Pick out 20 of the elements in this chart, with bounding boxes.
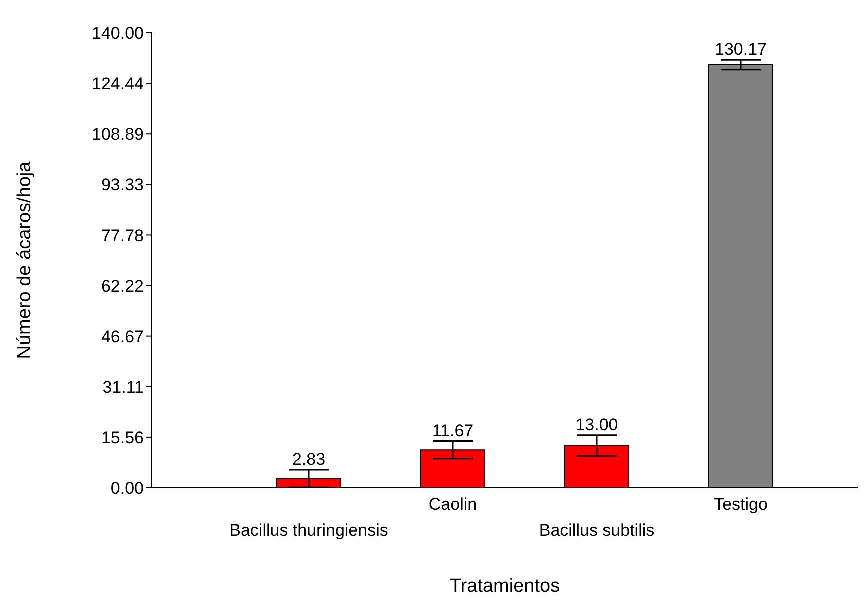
data-label: 13.00 <box>576 415 618 434</box>
y-tick-label: 0.00 <box>110 479 144 498</box>
x-tick-label: Testigo <box>714 495 768 514</box>
y-tick-label: 108.89 <box>92 125 144 144</box>
data-label: 11.67 <box>432 421 474 440</box>
data-label: 2.83 <box>292 450 326 470</box>
y-tick-label: 77.78 <box>101 226 144 246</box>
y-axis-title: Número de ácaros/hoja <box>14 161 36 360</box>
x-tick-label: Caolin <box>428 495 478 514</box>
data-label: 130.17 <box>715 40 767 60</box>
y-tick-label: 15.56 <box>101 428 144 448</box>
y-tick-label: 62.22 <box>101 276 144 296</box>
x-tick-label: Bacillus thuringiensis <box>230 521 388 540</box>
x-tick-label: Bacillus subtilis <box>539 521 655 540</box>
y-tick-label: 46.67 <box>101 327 144 346</box>
y-tick-label: 140.00 <box>92 24 144 44</box>
y-tick-label: 31.11 <box>102 378 144 397</box>
x-axis-title: Tratamientos <box>450 576 560 597</box>
y-tick-label: 124.44 <box>92 74 144 94</box>
y-tick-label: 93.33 <box>101 176 144 195</box>
